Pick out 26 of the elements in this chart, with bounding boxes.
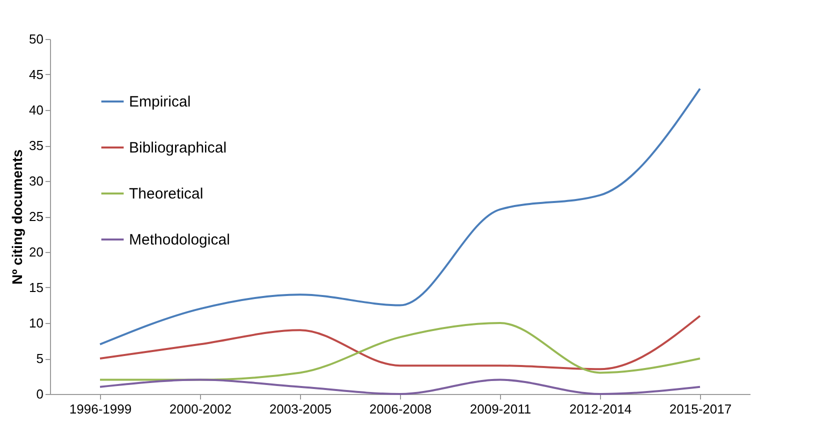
legend-label: Theoretical: [129, 186, 204, 202]
y-tick-label: 50: [29, 32, 44, 46]
y-tick-label: 30: [29, 174, 44, 188]
x-tick-label: 2015-2017: [669, 402, 732, 416]
legend-label: Bibliographical: [129, 140, 227, 156]
x-tick-label: 1996-1999: [69, 402, 132, 416]
y-tick-label: 35: [29, 138, 44, 153]
line-series: [99, 314, 701, 370]
x-tick-label: 2012-2014: [569, 402, 632, 416]
x-tick-label: 2009-2011: [470, 402, 532, 416]
line-series: [99, 322, 701, 381]
y-tick-label: 20: [29, 244, 44, 260]
x-tick-label: 2006-2008: [369, 402, 432, 416]
y-tick-label: 40: [29, 102, 44, 118]
y-tick-label: 15: [29, 280, 44, 295]
y-tick-label: 45: [29, 67, 44, 82]
x-tick-label: 2000-2002: [169, 402, 232, 416]
legend-label: Empirical: [129, 94, 191, 110]
y-tick-label: 0: [36, 386, 44, 402]
line-series: [99, 88, 701, 346]
y-tick-label: 10: [29, 316, 44, 330]
x-tick-label: 2003-2005: [269, 402, 332, 416]
y-tick-label: 25: [29, 209, 44, 224]
y-axis-title: Nº citing documents: [9, 149, 26, 285]
y-tick-label: 5: [36, 351, 44, 366]
legend-label: Methodological: [129, 232, 230, 248]
